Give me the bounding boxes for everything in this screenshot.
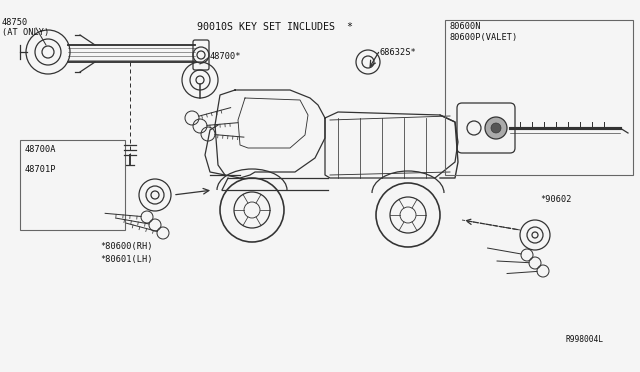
Text: 68632S*: 68632S* (380, 48, 417, 57)
Circle shape (485, 117, 507, 139)
Text: (AT ONLY): (AT ONLY) (2, 28, 49, 37)
Bar (445, 20, 633, 175)
Text: 48750: 48750 (2, 18, 28, 27)
Text: *90602: *90602 (540, 195, 572, 204)
Text: R998004L: R998004L (565, 335, 603, 344)
Text: *80601(LH): *80601(LH) (100, 255, 152, 264)
Text: 80600N: 80600N (450, 22, 481, 31)
Text: *80600(RH): *80600(RH) (100, 242, 152, 251)
Text: 48700*: 48700* (210, 52, 241, 61)
Circle shape (491, 123, 501, 133)
Circle shape (467, 121, 481, 135)
Text: 90010S KEY SET INCLUDES  *: 90010S KEY SET INCLUDES * (197, 22, 353, 32)
Text: 48701P: 48701P (25, 165, 56, 174)
Text: 80600P(VALET): 80600P(VALET) (450, 33, 518, 42)
Text: 48700A: 48700A (25, 145, 56, 154)
Bar (20, 140, 125, 230)
